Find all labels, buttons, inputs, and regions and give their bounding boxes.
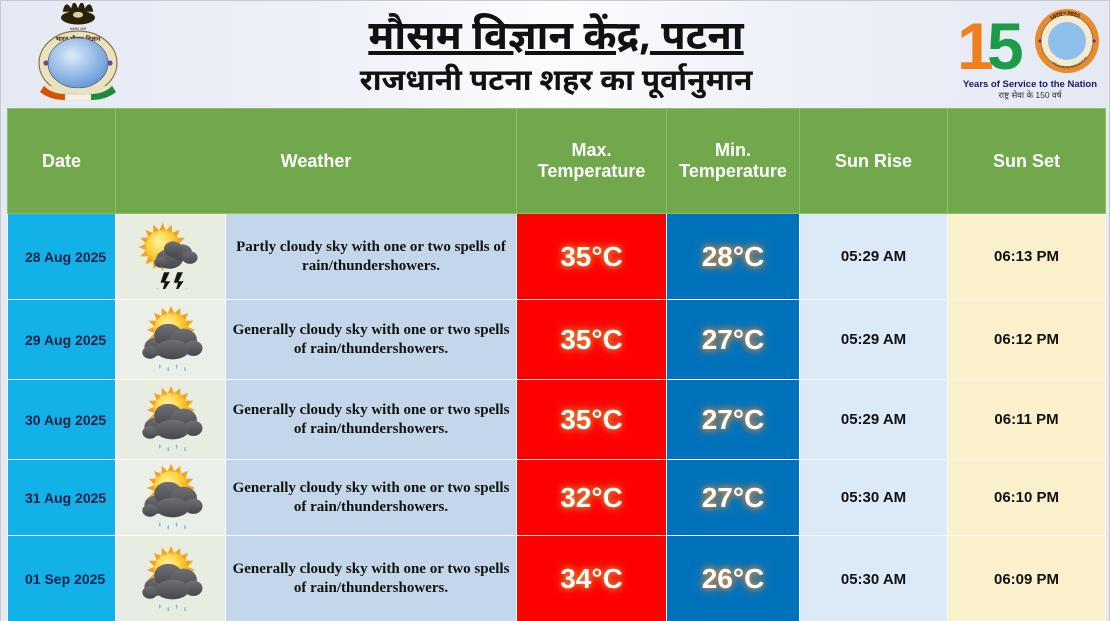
svg-text:राष्ट्र सेवा के 150 वर्ष: राष्ट्र सेवा के 150 वर्ष <box>998 90 1062 100</box>
svg-text:सत्यमेव जयते: सत्यमेव जयते <box>70 26 87 31</box>
svg-text:Years of Service to the Nation: Years of Service to the Nation <box>963 79 1097 90</box>
svg-text:5: 5 <box>987 9 1024 83</box>
